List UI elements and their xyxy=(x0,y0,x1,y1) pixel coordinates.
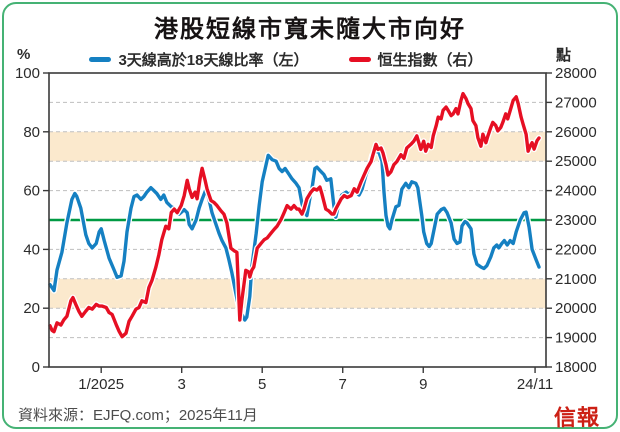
chart-svg: 0 20 40 60 80 100 18000 19000 20000 21000 22000 230… xyxy=(15,65,597,393)
x-axis-tick-label: 1/2025 xyxy=(78,376,124,393)
right-axis-tick-label: 24000 xyxy=(555,183,597,200)
right-axis-tick-label: 28000 xyxy=(555,65,597,82)
legend-label-hsi: 恒生指數（右） xyxy=(377,52,483,69)
right-axis-unit: 點 xyxy=(556,47,572,64)
legend: 3天線高於18天線比率（左） 恒生指數（右） xyxy=(0,49,592,70)
left-axis-tick-label: 100 xyxy=(15,65,40,82)
right-axis-tick-label: 20000 xyxy=(555,300,597,317)
right-axis-tick-label: 27000 xyxy=(555,94,597,111)
plot-area: 0 20 40 60 80 100 18000 19000 20000 21000 22000 230… xyxy=(15,65,597,393)
right-axis-tick-label: 22000 xyxy=(555,241,597,258)
legend-swatch-breadth-icon xyxy=(89,57,112,62)
chart-title: 港股短線市寬未隨大市向好 xyxy=(154,16,466,43)
source-note: 資料來源：EJFQ.com；2025年11月 xyxy=(18,407,258,424)
legend-item-breadth: 3天線高於18天線比率（左） xyxy=(89,49,309,70)
left-axis-tick-label: 20 xyxy=(23,300,40,317)
right-axis-tick-label: 26000 xyxy=(555,124,597,141)
left-axis-tick-label: 40 xyxy=(23,241,40,258)
left-axis-tick-label: 80 xyxy=(23,124,40,141)
right-axis-tick-label: 21000 xyxy=(555,271,597,288)
x-axis-tick-label: 9 xyxy=(419,376,427,393)
series-line xyxy=(48,91,541,339)
left-axis-tick-label: 60 xyxy=(23,183,40,200)
x-axis-tick-label: 3 xyxy=(178,376,186,393)
threshold-band xyxy=(49,131,546,162)
right-axis-tick-label: 18000 xyxy=(555,359,597,376)
brand-logo: 信報 xyxy=(553,404,601,432)
x-axis-tick-label: 24/11 xyxy=(517,376,553,393)
right-axis-tick-label: 23000 xyxy=(555,212,597,229)
right-axis-tick-label: 25000 xyxy=(555,153,597,170)
legend-swatch-hsi-icon xyxy=(348,57,371,62)
threshold-band xyxy=(49,278,546,309)
left-axis-unit: % xyxy=(17,46,31,63)
x-axis-tick-label: 5 xyxy=(258,376,266,393)
legend-label-breadth: 3天線高於18天線比率（左） xyxy=(118,52,309,69)
right-axis-tick-label: 19000 xyxy=(555,330,597,347)
legend-item-hsi: 恒生指數（右） xyxy=(348,49,483,70)
left-axis-tick-label: 0 xyxy=(32,359,40,376)
x-axis-tick-label: 7 xyxy=(339,376,347,393)
